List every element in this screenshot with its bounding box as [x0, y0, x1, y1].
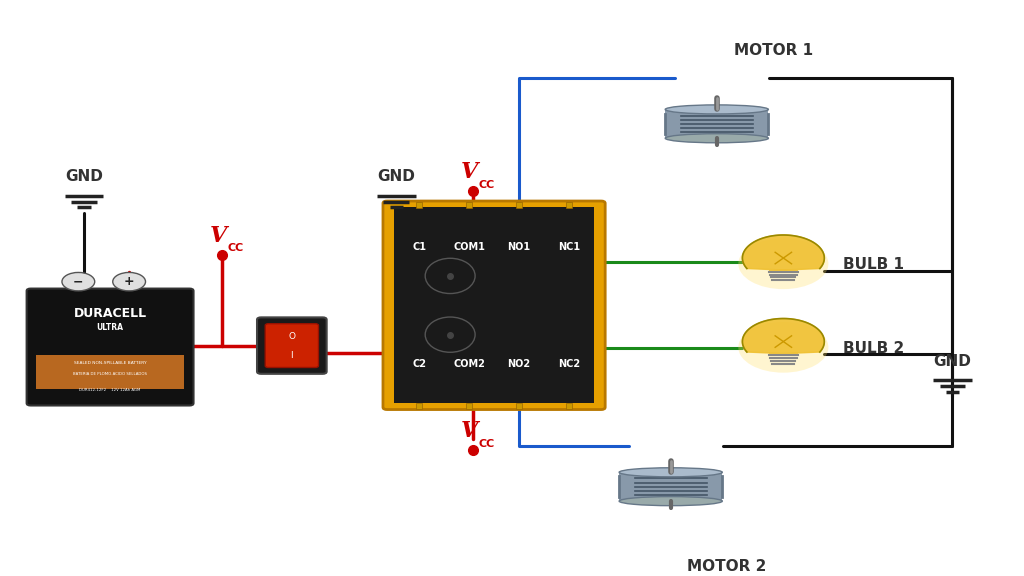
Circle shape	[113, 272, 145, 291]
Ellipse shape	[620, 497, 722, 506]
Text: −: −	[73, 275, 84, 288]
Ellipse shape	[738, 322, 828, 373]
FancyBboxPatch shape	[257, 317, 327, 374]
Text: NC2: NC2	[558, 359, 580, 369]
Ellipse shape	[666, 134, 768, 143]
Bar	[620, 472, 722, 501]
Text: CC: CC	[478, 439, 495, 449]
Text: NO1: NO1	[508, 241, 530, 252]
Text: MOTOR 1: MOTOR 1	[733, 43, 813, 58]
Polygon shape	[742, 319, 824, 354]
Text: BULB 2: BULB 2	[843, 341, 904, 356]
Text: NC1: NC1	[558, 241, 580, 252]
Text: COM1: COM1	[454, 241, 485, 252]
FancyBboxPatch shape	[383, 201, 605, 410]
Text: SEALED NON-SPILLABLE BATTERY: SEALED NON-SPILLABLE BATTERY	[74, 361, 146, 365]
Text: BATERIA DE PLOMO-ACIDO SELLADOS: BATERIA DE PLOMO-ACIDO SELLADOS	[73, 372, 147, 376]
Text: MOTOR 2: MOTOR 2	[687, 559, 767, 574]
FancyBboxPatch shape	[27, 289, 194, 406]
Circle shape	[61, 272, 94, 291]
Text: CC: CC	[227, 244, 244, 253]
Text: C1: C1	[413, 241, 426, 252]
Bar	[394, 207, 594, 403]
Text: DURACELL: DURACELL	[74, 307, 146, 320]
Ellipse shape	[738, 238, 828, 289]
Text: BULB 1: BULB 1	[843, 257, 904, 272]
FancyBboxPatch shape	[265, 324, 318, 367]
Text: NO2: NO2	[508, 359, 530, 369]
Text: C2: C2	[413, 359, 426, 369]
Text: V: V	[210, 225, 227, 247]
Polygon shape	[742, 235, 824, 271]
Text: GND: GND	[66, 169, 102, 184]
Text: DUR412-12F2    12V 12Ah AGM: DUR412-12F2 12V 12Ah AGM	[80, 388, 140, 392]
Bar	[666, 109, 768, 138]
Text: O: O	[289, 332, 295, 341]
Text: ULTRA: ULTRA	[96, 324, 124, 332]
Text: GND: GND	[934, 354, 971, 369]
Text: +: +	[124, 275, 134, 288]
Ellipse shape	[666, 105, 768, 114]
Bar	[36, 355, 184, 389]
Text: V: V	[461, 420, 478, 442]
Text: GND: GND	[378, 169, 415, 184]
Text: CC: CC	[478, 180, 495, 190]
Text: V: V	[461, 161, 478, 183]
Text: COM2: COM2	[454, 359, 485, 369]
Ellipse shape	[620, 468, 722, 477]
Text: I: I	[291, 351, 293, 361]
